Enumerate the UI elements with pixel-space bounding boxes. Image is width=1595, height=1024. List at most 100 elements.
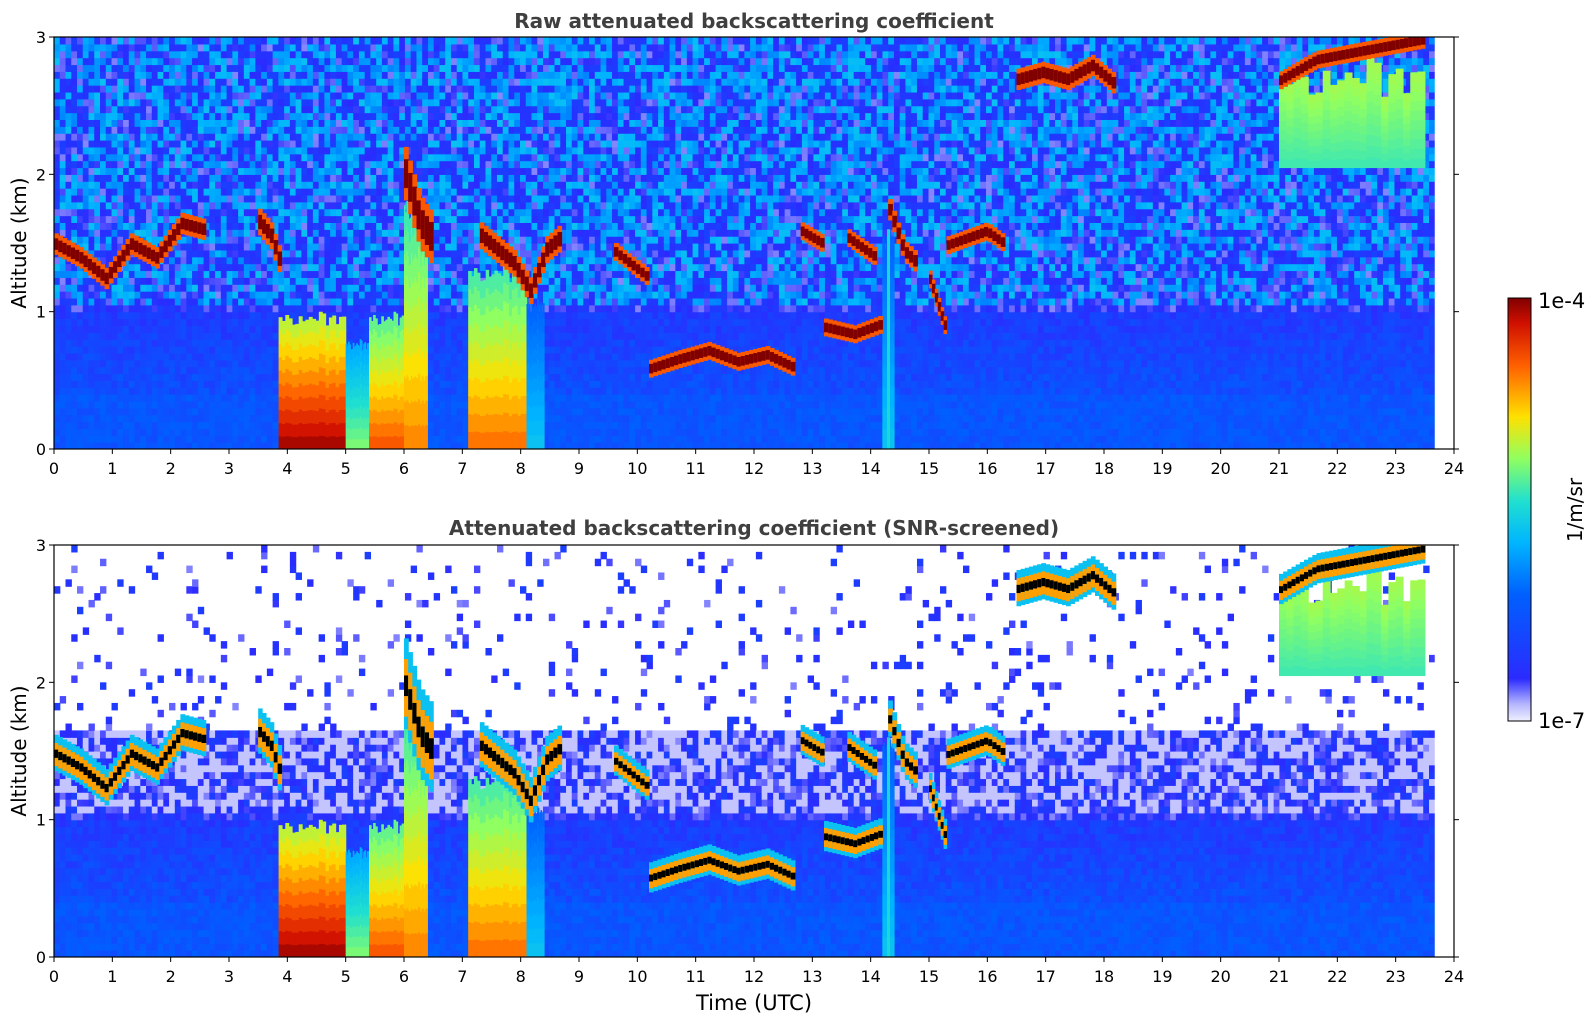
heatmap-cell [387,208,395,217]
heatmap-cell [203,57,210,66]
heatmap-cell [77,291,84,299]
heatmap-cell [445,43,452,52]
heatmap-cell [174,174,182,182]
heatmap-cell [140,181,147,189]
heatmap-cell [468,119,475,127]
heatmap-cell [468,188,475,196]
heatmap-cell [450,270,458,278]
heatmap-cell [94,297,101,306]
heatmap-cell [301,311,308,320]
heatmap-cell [226,64,233,72]
heatmap-cell [445,400,452,409]
heatmap-cell [220,366,228,375]
heatmap-cell [301,57,308,66]
heatmap-cell [100,91,107,100]
heatmap-cell [192,428,199,436]
heatmap-cell [65,414,72,423]
heatmap-cell [220,98,228,107]
heatmap-cell [307,243,314,251]
heatmap-cell [399,263,406,272]
heatmap-cell [209,37,216,45]
heatmap-cell [105,229,113,237]
heatmap-cell [272,119,279,127]
heatmap-cell [123,352,130,361]
heatmap-cell [312,222,320,230]
heatmap-cell [203,119,210,127]
heatmap-cell [450,133,458,141]
heatmap-cell [289,167,297,175]
heatmap-cell [111,359,118,368]
heatmap-cell [238,222,245,230]
heatmap-cell [117,304,124,313]
heatmap-cell [82,387,90,395]
heatmap-cell [307,297,314,306]
heatmap-cell [65,64,72,72]
heatmap-cell [266,133,274,141]
heatmap-cell [284,284,291,292]
heatmap-cell [249,37,256,45]
heatmap-cell [128,277,136,285]
heatmap-cell [255,236,262,244]
heatmap-cell [180,201,187,210]
heatmap-cell [77,284,84,292]
heatmap-cell [88,352,95,361]
heatmap-cell [312,140,320,148]
heatmap-cell [255,400,262,409]
heatmap-cell [450,407,458,416]
heatmap-cell [140,352,147,361]
heatmap-cell [220,380,228,388]
heatmap-cell [433,311,441,320]
heatmap-cell [358,126,366,134]
heatmap-cell [347,119,354,127]
heatmap-cell [289,243,297,251]
heatmap-cell [169,140,176,148]
heatmap-cell [157,201,164,210]
heatmap-cell [100,85,107,93]
heatmap-cell [163,407,170,416]
heatmap-cell [456,222,464,230]
heatmap-cell [266,181,274,189]
heatmap-cell [94,339,101,347]
heatmap-cell [433,346,441,354]
heatmap-cell [220,359,228,368]
heatmap-cell [203,297,210,306]
heatmap-cell [370,236,377,244]
heatmap-cell [427,346,435,354]
heatmap-cell [324,71,331,79]
heatmap-cell [445,37,452,45]
heatmap-cell [266,325,274,333]
heatmap-cell [226,332,233,340]
heatmap-cell [82,352,90,361]
heatmap-cell [238,50,245,59]
heatmap-cell [243,243,251,251]
heatmap-cell [266,64,274,72]
heatmap-cell [105,98,113,107]
heatmap-cell [266,318,274,326]
heatmap-cell [100,194,107,203]
heatmap-cell [134,291,141,299]
heatmap-cell [232,174,239,182]
heatmap-cell [439,229,446,237]
heatmap-cell [163,126,170,134]
heatmap-cell [399,174,406,182]
heatmap-cell [220,85,228,93]
heatmap-cell [376,188,383,196]
heatmap-cell [255,256,262,265]
heatmap-cell [445,421,452,429]
heatmap-cell [215,256,222,265]
heatmap-cell [307,153,314,162]
heatmap-cell [456,98,464,107]
heatmap-cell [186,160,193,169]
heatmap-cell [82,146,90,155]
heatmap-cell [169,277,176,285]
heatmap-cell [330,153,337,162]
heatmap-cell [525,208,533,217]
heatmap-cell [111,215,118,223]
heatmap-cell [163,387,170,395]
heatmap-cell [387,98,395,107]
heatmap-cell [151,119,159,127]
heatmap-cell [105,311,113,320]
heatmap-cell [146,311,153,320]
heatmap-cell [278,146,285,155]
heatmap-cell [123,421,130,429]
